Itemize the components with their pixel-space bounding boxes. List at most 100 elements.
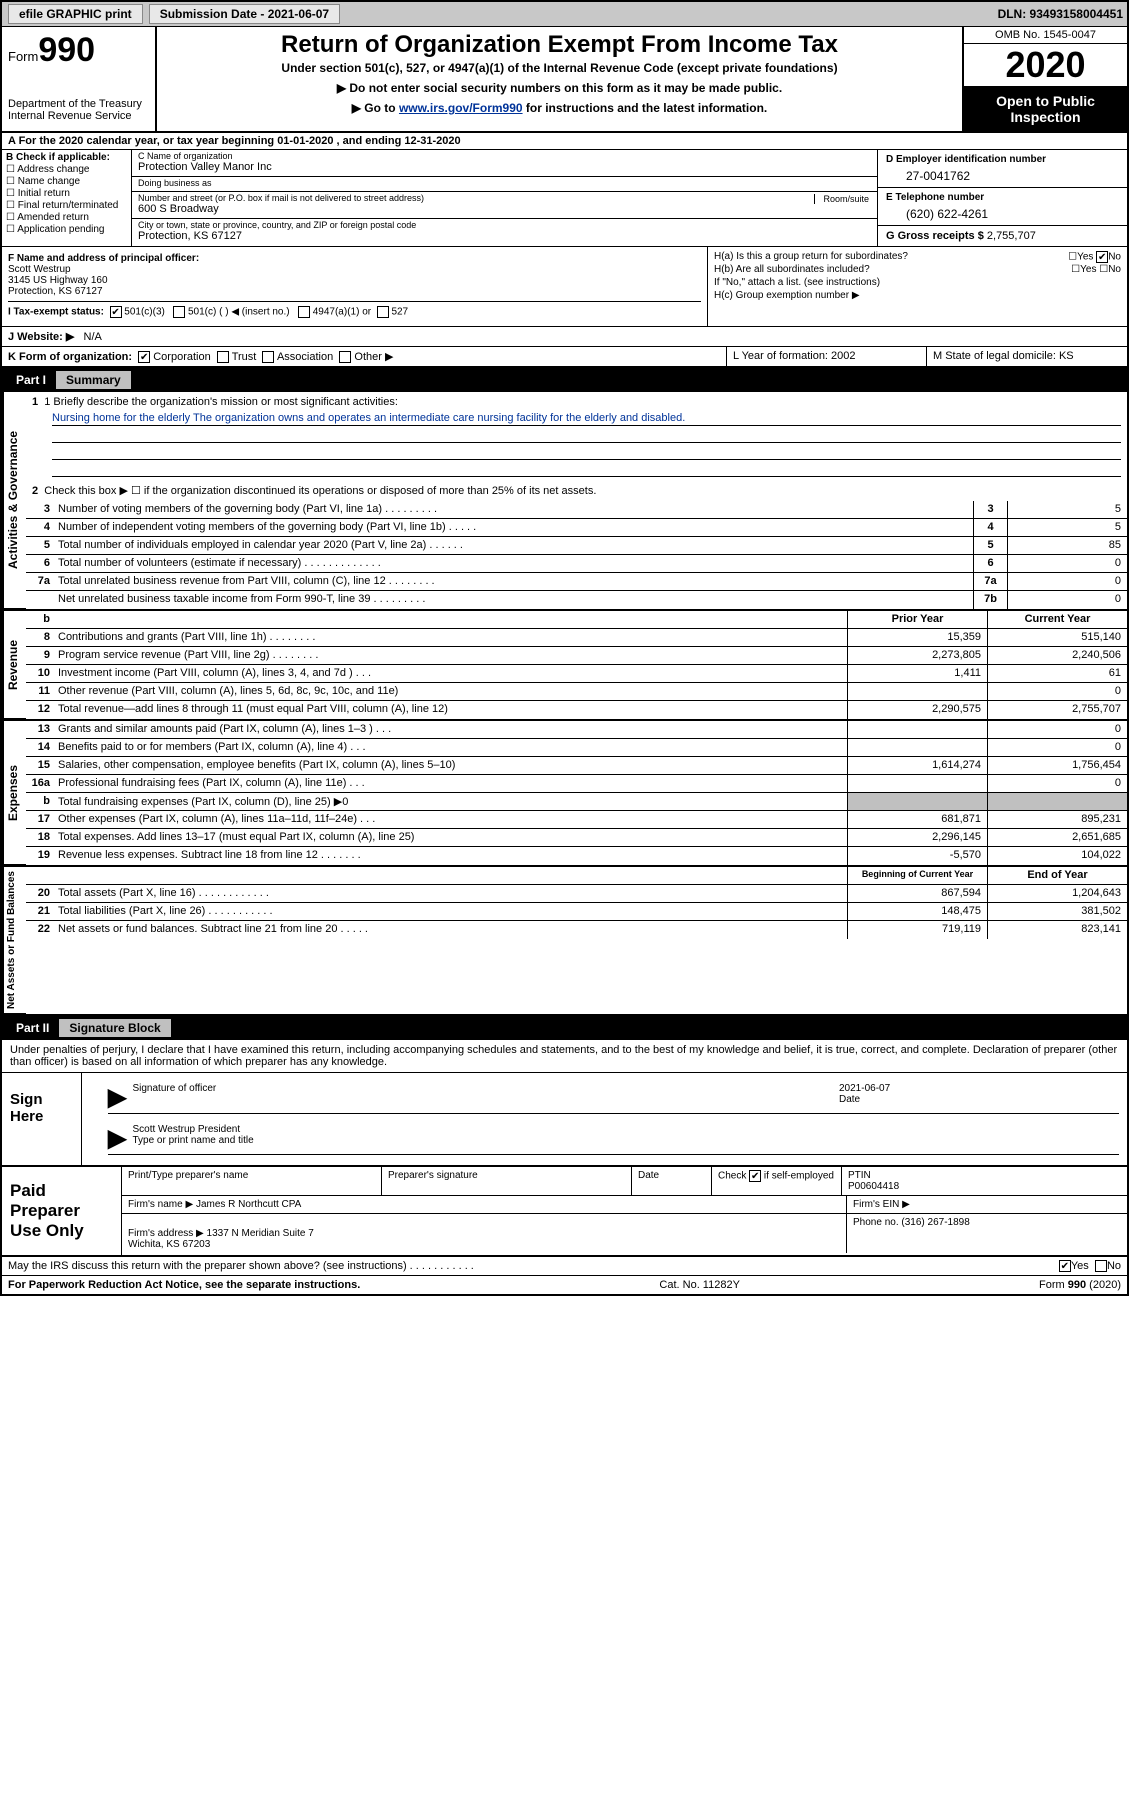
summary-line-6: 6Total number of volunteers (estimate if… bbox=[26, 555, 1127, 573]
discuss-no: No bbox=[1107, 1260, 1121, 1272]
part1-header: Part I Summary bbox=[2, 368, 1127, 392]
gross-receipts-label: G Gross receipts $ bbox=[886, 230, 984, 242]
part1-num: Part I bbox=[10, 373, 52, 387]
form-number-block: Form990 Department of the Treasury Inter… bbox=[2, 27, 157, 131]
part2-title: Signature Block bbox=[59, 1019, 170, 1037]
mission-blank2 bbox=[52, 446, 1121, 460]
chk-association[interactable] bbox=[262, 351, 274, 363]
end-year-header: End of Year bbox=[987, 867, 1127, 884]
state-domicile: M State of legal domicile: KS bbox=[927, 347, 1127, 366]
chk-self-employed bbox=[749, 1170, 761, 1182]
street-value: 600 S Broadway bbox=[138, 203, 871, 215]
summary-line-7a: 7aTotal unrelated business revenue from … bbox=[26, 573, 1127, 591]
opt-other: Other ▶ bbox=[354, 351, 393, 363]
net-assets-section: Net Assets or Fund Balances Beginning of… bbox=[2, 867, 1127, 1016]
box-e: E Telephone number (620) 622-4261 bbox=[878, 188, 1127, 226]
netassets-line-21: 21Total liabilities (Part X, line 26) . … bbox=[26, 903, 1127, 921]
expense-line-15: 15Salaries, other compensation, employee… bbox=[26, 757, 1127, 775]
chk-application-pending[interactable]: ☐ Application pending bbox=[6, 224, 127, 235]
col-b: b bbox=[26, 611, 54, 628]
cat-no: Cat. No. 11282Y bbox=[659, 1279, 740, 1291]
klm-row: K Form of organization: Corporation Trus… bbox=[2, 347, 1127, 368]
expense-line-16a: 16aProfessional fundraising fees (Part I… bbox=[26, 775, 1127, 793]
vlabel-governance: Activities & Governance bbox=[2, 392, 26, 609]
phone-value: (620) 622-4261 bbox=[906, 207, 1119, 221]
ein-label: D Employer identification number bbox=[886, 154, 1119, 165]
chk-initial-return[interactable]: ☐ Initial return bbox=[6, 188, 127, 199]
current-year-header: Current Year bbox=[987, 611, 1127, 628]
chk-527[interactable] bbox=[377, 306, 389, 318]
sig-arrow-icon-2: ▶ bbox=[108, 1124, 126, 1153]
pra-notice: For Paperwork Reduction Act Notice, see … bbox=[8, 1279, 360, 1291]
form-number: 990 bbox=[38, 31, 95, 69]
efile-print-button[interactable]: efile GRAPHIC print bbox=[8, 4, 143, 24]
revenue-section: Revenue b Prior Year Current Year 8Contr… bbox=[2, 611, 1127, 721]
officer-label: F Name and address of principal officer: bbox=[8, 253, 199, 264]
expense-line-18: 18Total expenses. Add lines 13–17 (must … bbox=[26, 829, 1127, 847]
part2-num: Part II bbox=[10, 1021, 55, 1035]
chk-name-change[interactable]: ☐ Name change bbox=[6, 176, 127, 187]
box-d: D Employer identification number 27-0041… bbox=[878, 150, 1127, 188]
ha-no-check bbox=[1096, 251, 1108, 263]
chk-corporation[interactable] bbox=[138, 351, 150, 363]
opt-501c3: 501(c)(3) bbox=[124, 307, 165, 318]
year-formation: L Year of formation: 2002 bbox=[727, 347, 927, 366]
dba-label: Doing business as bbox=[138, 178, 871, 188]
q2-discontinued: 2 Check this box ▶ ☐ if the organization… bbox=[26, 480, 1127, 501]
mission-prompt: 1 1 Briefly describe the organization's … bbox=[26, 392, 1127, 412]
city-value: Protection, KS 67127 bbox=[138, 230, 871, 242]
ein-value: 27-0041762 bbox=[906, 169, 1119, 183]
chk-other[interactable] bbox=[339, 351, 351, 363]
street-label: Number and street (or P.O. box if mail i… bbox=[138, 193, 871, 203]
revenue-line-10: 10Investment income (Part VIII, column (… bbox=[26, 665, 1127, 683]
room-suite-label: Room/suite bbox=[814, 194, 869, 204]
chk-amended-return[interactable]: ☐ Amended return bbox=[6, 212, 127, 223]
expense-line-13: 13Grants and similar amounts paid (Part … bbox=[26, 721, 1127, 739]
part1-title: Summary bbox=[56, 371, 131, 389]
chk-501c3[interactable] bbox=[110, 306, 122, 318]
prep-name-header: Print/Type preparer's name bbox=[122, 1167, 382, 1195]
mission-text: Nursing home for the elderly The organiz… bbox=[52, 412, 1121, 426]
website-row: J Website: ▶ N/A bbox=[2, 327, 1127, 347]
opt-501c: 501(c) ( ) ◀ (insert no.) bbox=[188, 307, 290, 318]
discuss-no-check bbox=[1095, 1260, 1107, 1272]
box-b-header: B Check if applicable: bbox=[6, 152, 110, 163]
summary-line-7b: Net unrelated business taxable income fr… bbox=[26, 591, 1127, 609]
netassets-line-20: 20Total assets (Part X, line 16) . . . .… bbox=[26, 885, 1127, 903]
website-label: J Website: ▶ bbox=[8, 331, 74, 343]
chk-4947[interactable] bbox=[298, 306, 310, 318]
goto-prefix: ▶ Go to bbox=[352, 101, 399, 115]
revenue-header-row: b Prior Year Current Year bbox=[26, 611, 1127, 629]
netassets-header-row: Beginning of Current Year End of Year bbox=[26, 867, 1127, 885]
firm-address-cell: Firm's address ▶ 1337 N Meridian Suite 7… bbox=[122, 1214, 847, 1253]
discuss-text: May the IRS discuss this return with the… bbox=[8, 1260, 474, 1272]
chk-501c[interactable] bbox=[173, 306, 185, 318]
row-a-tax-period: A For the 2020 calendar year, or tax yea… bbox=[2, 133, 1127, 150]
vlabel-revenue: Revenue bbox=[2, 611, 26, 719]
firm-name-cell: Firm's name ▶ James R Northcutt CPA bbox=[122, 1196, 847, 1213]
prep-selfemp-header: Check if self-employed bbox=[712, 1167, 842, 1195]
discuss-yes: Yes bbox=[1071, 1260, 1089, 1272]
netassets-line-22: 22Net assets or fund balances. Subtract … bbox=[26, 921, 1127, 939]
summary-line-4: 4Number of independent voting members of… bbox=[26, 519, 1127, 537]
chk-final-return[interactable]: ☐ Final return/terminated bbox=[6, 200, 127, 211]
expense-line-19: 19Revenue less expenses. Subtract line 1… bbox=[26, 847, 1127, 865]
expense-line-b: bTotal fundraising expenses (Part IX, co… bbox=[26, 793, 1127, 811]
submission-date: Submission Date - 2021-06-07 bbox=[149, 4, 340, 24]
sig-date-value: 2021-06-07 bbox=[839, 1083, 890, 1094]
goto-suffix: for instructions and the latest informat… bbox=[523, 101, 768, 115]
form-990-page: efile GRAPHIC print Submission Date - 20… bbox=[0, 0, 1129, 1296]
identification-block: B Check if applicable: ☐ Address change … bbox=[2, 150, 1127, 247]
summary-line-5: 5Total number of individuals employed in… bbox=[26, 537, 1127, 555]
form-subtitle: Under section 501(c), 527, or 4947(a)(1)… bbox=[163, 61, 956, 75]
form-title: Return of Organization Exempt From Incom… bbox=[163, 31, 956, 59]
hb-line: H(b) Are all subordinates included? ☐Yes… bbox=[714, 264, 1121, 275]
chk-trust[interactable] bbox=[217, 351, 229, 363]
chk-address-change[interactable]: ☐ Address change bbox=[6, 164, 127, 175]
discuss-yes-check bbox=[1059, 1260, 1071, 1272]
form-label: Form bbox=[8, 49, 38, 64]
ha-line: H(a) Is this a group return for subordin… bbox=[714, 251, 1121, 262]
revenue-line-11: 11Other revenue (Part VIII, column (A), … bbox=[26, 683, 1127, 701]
form-org-label: K Form of organization: bbox=[8, 351, 132, 363]
instructions-link[interactable]: www.irs.gov/Form990 bbox=[399, 101, 523, 115]
